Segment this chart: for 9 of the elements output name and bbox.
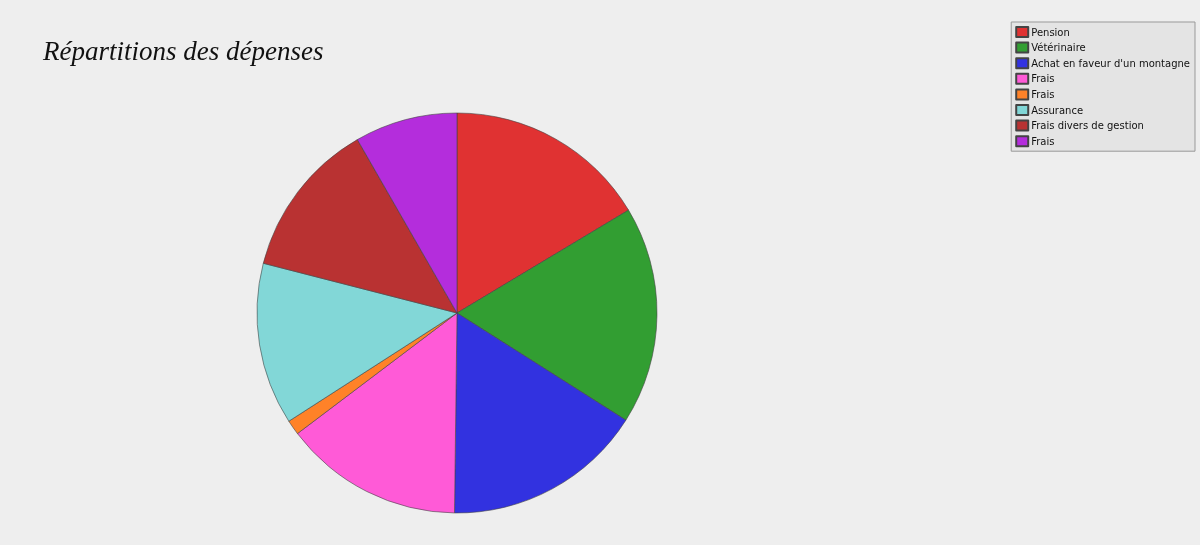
text: Répartitions des dépenses	[42, 35, 324, 66]
legend-label: Frais	[1031, 135, 1055, 147]
legend-label: Assurance	[1031, 104, 1084, 116]
legend-label: Vétérinaire	[1031, 42, 1086, 54]
legend-label: Achat en faveur d'un montagne	[1031, 57, 1190, 69]
legend-label: Pension	[1031, 26, 1070, 38]
legend-label: Frais	[1031, 88, 1055, 100]
legend-label: Frais	[1031, 73, 1055, 85]
legend-label: Frais divers de gestion	[1031, 120, 1144, 132]
